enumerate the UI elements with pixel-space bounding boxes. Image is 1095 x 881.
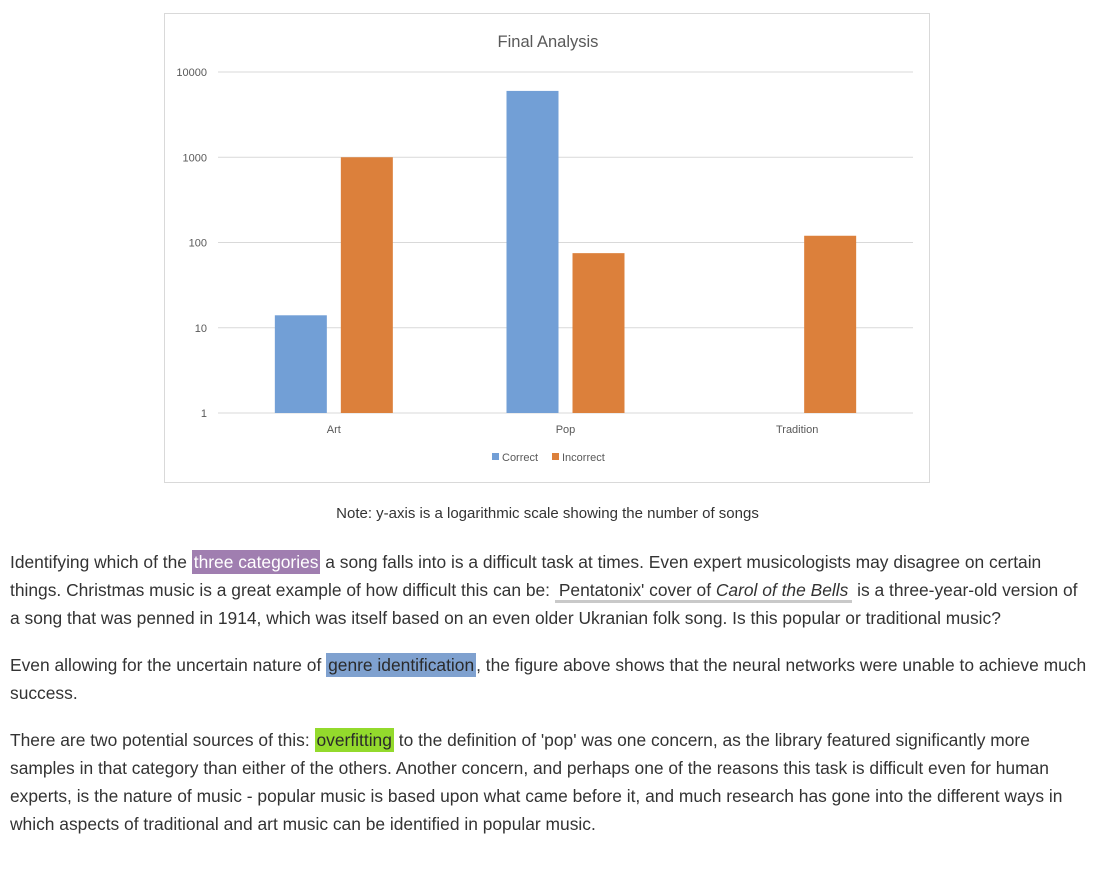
p1-text-1: Identifying which of the bbox=[10, 552, 192, 572]
bar-art-incorrect bbox=[340, 157, 393, 413]
chart-title: Final Analysis bbox=[498, 33, 599, 51]
p2-text-2: , the figure above shows that the neural… bbox=[10, 655, 1087, 703]
y-tick-label: 10000 bbox=[176, 67, 207, 79]
y-tick-label: 1 bbox=[201, 408, 207, 420]
legend-label: Correct bbox=[502, 452, 538, 464]
bar-tradition-incorrect bbox=[804, 235, 857, 413]
x-tick-label: Art bbox=[327, 424, 341, 436]
highlight-three-categories[interactable]: three categories bbox=[191, 550, 321, 574]
p1-text-3: is a three-year-old version of a song th… bbox=[10, 580, 1078, 628]
p1-text-2: a song falls into is a difficult task at… bbox=[10, 552, 1042, 600]
bar-pop-correct bbox=[506, 90, 559, 414]
link-text-1: Pentatonix' cover of bbox=[558, 580, 716, 600]
p3-text-2: to the definition of 'pop' was one conce… bbox=[10, 730, 1063, 834]
y-tick-label: 1000 bbox=[183, 152, 207, 164]
paragraph-1: Identifying which of the three categorie… bbox=[10, 548, 1088, 632]
paragraph-3: There are two potential sources of this:… bbox=[10, 726, 1088, 838]
legend-swatch bbox=[552, 453, 559, 460]
link-text-2: Carol of the Bells bbox=[715, 580, 849, 600]
legend-swatch bbox=[492, 453, 499, 460]
legend-label: Incorrect bbox=[562, 452, 605, 464]
final-analysis-chart: Final Analysis 1 10 100 1000 10000 Art Pop Tra… bbox=[176, 33, 913, 464]
p2-text-1: Even allowing for the uncertain nature o… bbox=[10, 655, 327, 675]
x-tick-label: Pop bbox=[556, 424, 576, 436]
y-tick-label: 10 bbox=[195, 323, 207, 335]
p3-text-1: There are two potential sources of this: bbox=[10, 730, 315, 750]
highlight-genre-identification[interactable]: genre identification bbox=[326, 653, 477, 677]
pentatonix-link[interactable]: Pentatonix' cover of Carol of the Bells bbox=[554, 580, 853, 603]
x-tick-label: Tradition bbox=[776, 424, 818, 436]
bar-pop-incorrect bbox=[572, 253, 625, 413]
highlight-overfitting[interactable]: overfitting bbox=[314, 728, 394, 752]
paragraph-2: Even allowing for the uncertain nature o… bbox=[10, 651, 1088, 707]
article-body: Identifying which of the three categorie… bbox=[10, 548, 1088, 857]
y-tick-label: 100 bbox=[189, 238, 207, 250]
chart-caption: Note: y-axis is a logarithmic scale show… bbox=[336, 505, 759, 522]
chart-frame: Final Analysis 1 10 100 1000 10000 Art Pop Tra… bbox=[164, 13, 930, 483]
bar-art-correct bbox=[274, 315, 327, 413]
